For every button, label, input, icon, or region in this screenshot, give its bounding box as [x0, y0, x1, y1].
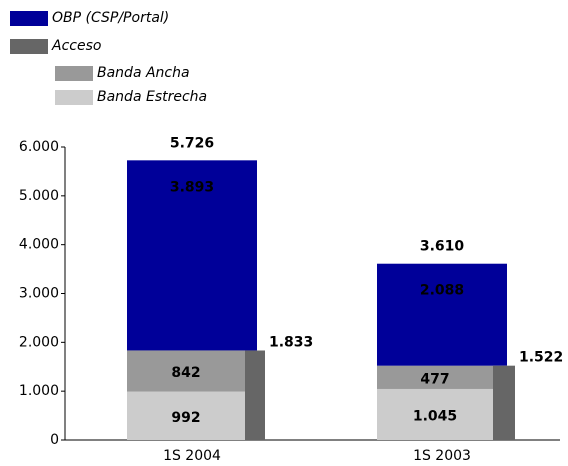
data-label: 3.893 [170, 179, 214, 195]
y-tick-label: 5.000 [19, 188, 59, 204]
y-tick-label: 6.000 [19, 139, 59, 155]
bar-segment [127, 160, 257, 351]
legend-label: Banda Ancha [97, 65, 190, 81]
bar-segment [377, 388, 493, 440]
legend-label: Banda Estrecha [97, 89, 207, 105]
legend-label: OBP (CSP/Portal) [52, 10, 169, 26]
data-label: 842 [171, 365, 200, 381]
total-label: 3.610 [420, 239, 465, 255]
data-label: 1.522 [519, 350, 563, 366]
total-label: 5.726 [170, 135, 214, 151]
x-tick-label: 1S 2004 [163, 448, 221, 464]
data-label: 1.045 [413, 408, 457, 424]
legend-label: Acceso [51, 38, 101, 54]
y-tick-label: 4.000 [19, 237, 59, 253]
bar-segment [127, 391, 245, 440]
legend-swatch [55, 66, 93, 81]
side-bar [493, 365, 515, 440]
bar-segment [127, 350, 245, 392]
y-tick-label: 1.000 [19, 383, 59, 399]
data-label: 1.833 [269, 334, 313, 350]
x-tick-label: 1S 2003 [413, 448, 471, 464]
data-label: 2.088 [420, 283, 464, 299]
legend-swatch [10, 39, 48, 54]
side-bar [245, 350, 265, 440]
data-label: 477 [420, 371, 449, 387]
y-tick-label: 2.000 [19, 334, 59, 350]
legend-swatch [55, 90, 93, 105]
bar-segment [377, 365, 493, 389]
bar-segment [377, 263, 507, 366]
y-tick-label: 3.000 [19, 286, 59, 302]
legend-swatch [10, 11, 48, 26]
y-tick-label: 0 [50, 432, 59, 448]
data-label: 992 [171, 410, 200, 426]
